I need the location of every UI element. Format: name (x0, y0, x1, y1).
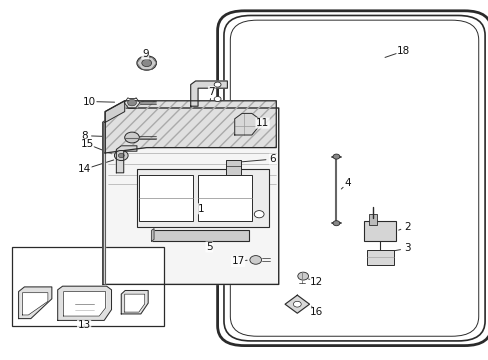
Text: 7: 7 (208, 87, 215, 97)
Polygon shape (22, 293, 48, 315)
FancyBboxPatch shape (217, 11, 488, 346)
Circle shape (114, 150, 128, 161)
Polygon shape (285, 295, 309, 313)
Text: 13: 13 (77, 320, 91, 330)
Bar (12, 247, 163, 326)
Polygon shape (151, 229, 154, 241)
Text: 1: 1 (198, 204, 204, 214)
Text: 12: 12 (309, 276, 323, 287)
Circle shape (137, 56, 156, 70)
Polygon shape (63, 292, 105, 316)
Circle shape (214, 82, 221, 87)
Bar (151, 230, 249, 241)
Bar (366, 250, 393, 265)
Polygon shape (234, 113, 259, 135)
Bar (364, 221, 395, 241)
Text: 8: 8 (81, 131, 88, 141)
Text: 6: 6 (269, 154, 276, 164)
Circle shape (254, 211, 264, 218)
Circle shape (332, 154, 339, 159)
Polygon shape (105, 101, 276, 153)
Circle shape (297, 272, 308, 280)
Circle shape (293, 301, 301, 307)
Circle shape (118, 153, 124, 158)
Text: 9: 9 (142, 49, 148, 59)
Circle shape (332, 221, 339, 226)
Text: 5: 5 (205, 242, 212, 252)
Bar (226, 160, 241, 175)
Bar (139, 175, 193, 221)
Polygon shape (102, 108, 278, 284)
Text: 18: 18 (396, 46, 409, 56)
Polygon shape (19, 287, 52, 319)
Text: 2: 2 (403, 222, 410, 232)
Text: 4: 4 (344, 177, 351, 188)
Text: 17: 17 (231, 256, 244, 266)
Polygon shape (105, 101, 124, 122)
Text: 14: 14 (78, 164, 91, 174)
Polygon shape (102, 122, 105, 284)
Text: 3: 3 (403, 243, 410, 253)
Polygon shape (121, 291, 148, 314)
Polygon shape (116, 146, 137, 173)
Circle shape (214, 96, 221, 102)
Bar (198, 175, 251, 221)
Circle shape (127, 99, 136, 106)
Bar (368, 214, 376, 225)
Polygon shape (124, 294, 144, 312)
Polygon shape (190, 81, 227, 106)
Bar (137, 169, 268, 227)
Circle shape (124, 132, 139, 143)
Text: 11: 11 (255, 118, 269, 128)
Circle shape (249, 256, 261, 264)
Text: 15: 15 (80, 139, 94, 149)
Text: 10: 10 (83, 96, 96, 107)
Circle shape (142, 59, 151, 67)
Text: 16: 16 (309, 307, 323, 317)
Polygon shape (58, 286, 111, 320)
